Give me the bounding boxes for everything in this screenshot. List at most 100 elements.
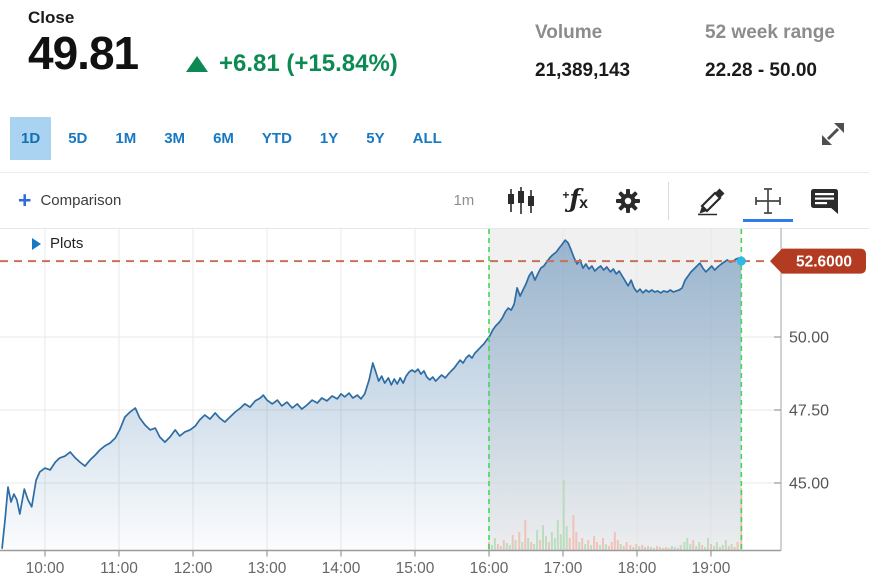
volume-bar (508, 545, 511, 550)
volume-bar (635, 544, 638, 550)
tab-1y[interactable]: 1Y (319, 130, 339, 147)
interval-selector[interactable]: 1m (453, 192, 475, 209)
tab-1m[interactable]: 1M (115, 130, 137, 147)
x-axis-label: 12:00 (174, 560, 213, 577)
x-axis-label: 17:00 (544, 560, 583, 577)
last-price: 49.81 (28, 27, 139, 79)
volume-bar (527, 538, 530, 550)
volume-label: Volume (535, 22, 603, 43)
volume-bar (496, 544, 499, 550)
price-chart-canvas[interactable]: 10:00 11:00 12:00 13:00 14:00 15:00 16:00 17:00… (0, 228, 869, 588)
crosshair-button[interactable] (753, 173, 783, 228)
volume-bar (718, 547, 721, 550)
x-axis-label: 11:00 (100, 560, 138, 577)
x-axis-label: 18:00 (618, 560, 657, 577)
chart-style-button[interactable] (507, 173, 535, 228)
tab-5y[interactable]: 5Y (366, 130, 385, 147)
close-label: Close (28, 8, 75, 27)
volume-bar (562, 480, 565, 550)
tab-1d[interactable]: 1D (10, 117, 52, 160)
volume-bar (676, 548, 679, 550)
volume-bar (647, 546, 650, 550)
volume-bar (599, 545, 601, 550)
plots-toggle[interactable]: Plots (32, 235, 83, 252)
tab-all[interactable]: ALL (412, 130, 442, 147)
tab-5d[interactable]: 5D (68, 130, 88, 147)
volume-bar (596, 542, 598, 550)
volume-bar (710, 544, 712, 550)
volume-bar (545, 536, 547, 550)
expand-button[interactable] (819, 120, 847, 153)
volume-bar (707, 538, 709, 550)
draw-button[interactable] (696, 173, 726, 228)
volume-bar (604, 544, 607, 550)
week-range-label: 52 week range (705, 22, 835, 43)
tab-6m[interactable]: 6M (213, 130, 234, 147)
comment-icon (811, 188, 838, 214)
x-axis-label: 15:00 (396, 560, 435, 577)
chart-toolbar: + Comparison 1m + ƒ x (0, 173, 869, 229)
volume-bar (559, 534, 562, 550)
fx-icon: + ƒ x (562, 183, 588, 213)
volume-bar (542, 525, 544, 550)
volume-bar (502, 540, 505, 550)
volume-bar (638, 546, 641, 550)
tool-group: 1m + ƒ x (453, 173, 840, 228)
tab-ytd[interactable]: YTD (261, 130, 292, 147)
volume-bar (539, 540, 542, 550)
volume-bar (602, 538, 604, 550)
volume-bar (572, 515, 575, 550)
volume-bar (593, 536, 596, 550)
x-axis-label: 14:00 (322, 560, 361, 577)
volume-bar (704, 547, 707, 550)
tab-3m[interactable]: 3M (164, 130, 186, 147)
volume-bar (587, 540, 590, 550)
crosshair-icon (755, 187, 781, 214)
volume-bar (616, 540, 619, 550)
gear-icon (616, 188, 640, 213)
up-arrow-icon (186, 56, 208, 72)
volume-bar (491, 545, 493, 550)
x-axis-label: 13:00 (248, 560, 287, 577)
price-flag (770, 248, 866, 274)
volume-bar (607, 546, 610, 550)
volume-stat: Volume 21,389,143 (535, 22, 630, 82)
volume-bar (679, 545, 682, 550)
volume-bar (619, 544, 622, 550)
volume-bar (568, 538, 571, 550)
volume-bar (673, 547, 676, 550)
volume-bar (730, 544, 733, 550)
volume-bar (721, 545, 724, 550)
volume-bar (610, 542, 613, 550)
week-range-stat: 52 week range 22.28 - 50.00 (705, 22, 835, 82)
indicators-button[interactable]: + ƒ x (562, 173, 588, 228)
volume-bar (533, 544, 536, 550)
volume-bar (547, 542, 550, 550)
volume-bar (524, 520, 527, 550)
volume-bars (488, 480, 743, 550)
volume-bar (724, 540, 727, 550)
volume-bar (553, 538, 556, 550)
volume-bar (565, 526, 568, 550)
comments-button[interactable] (810, 173, 840, 228)
x-axis-label: 19:00 (692, 560, 731, 577)
volume-bar (713, 546, 715, 550)
range-tabs: 1D 5D 1M 3M 6M YTD 1Y 5Y ALL (10, 117, 453, 160)
volume-bar (521, 542, 524, 550)
volume-bar (584, 544, 587, 550)
volume-bar (499, 546, 502, 550)
quote-summary: Close 49.81 (28, 8, 139, 79)
volume-bar (698, 542, 701, 550)
volume-bar (625, 542, 628, 550)
plots-collapsed-arrow-icon (32, 237, 41, 250)
volume-bar (536, 530, 539, 550)
volume-bar (653, 548, 655, 550)
volume-bar (556, 520, 559, 550)
settings-button[interactable] (615, 173, 641, 228)
price-flag-label: 52.6000 (796, 254, 852, 271)
pencil-icon (698, 188, 725, 216)
volume-bar (664, 547, 667, 550)
add-comparison-button[interactable]: + Comparison (18, 173, 121, 228)
volume-bar (658, 547, 661, 550)
